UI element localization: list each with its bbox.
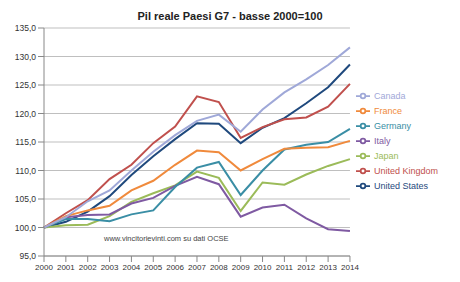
svg-text:2010: 2010 [254,263,272,272]
svg-text:2008: 2008 [210,263,228,272]
svg-text:110,0: 110,0 [15,166,36,176]
svg-text:2004: 2004 [123,263,141,272]
svg-text:2000: 2000 [35,263,53,272]
svg-text:2003: 2003 [101,263,119,272]
html-text:France: France [374,105,402,116]
html-text:Italy: Italy [374,135,391,146]
html-text:United States: United States [374,180,428,191]
svg-text:125,0: 125,0 [15,80,37,90]
svg-text:2012: 2012 [297,263,315,272]
html-text:Pil reale Paesi G7 - basse 200: Pil reale Paesi G7 - basse 2000=100 [137,10,323,22]
svg-text:115,0: 115,0 [15,137,36,147]
svg-text:2007: 2007 [188,263,206,272]
svg-text:135,0: 135,0 [15,23,37,33]
html-text:Germany: Germany [374,120,411,131]
svg-text:105,0: 105,0 [15,194,37,204]
svg-text:130,0: 130,0 [15,52,37,62]
svg-text:2006: 2006 [166,263,184,272]
svg-text:2014: 2014 [341,263,359,272]
svg-text:120,0: 120,0 [15,109,37,119]
html-text:United Kingdom: United Kingdom [374,165,438,176]
svg-text:2011: 2011 [276,263,294,272]
html-text:Canada: Canada [374,90,406,101]
svg-text:2013: 2013 [319,263,337,272]
svg-text:2005: 2005 [144,263,162,272]
html-text:Japan: Japan [374,150,399,161]
svg-text:2002: 2002 [79,263,97,272]
svg-text:2001: 2001 [57,263,75,272]
svg-text:100,0: 100,0 [15,223,37,233]
svg-text:2009: 2009 [232,263,250,272]
html-text:www.vincitorievinti.com su dat: www.vincitorievinti.com su dati OCSE [104,234,229,243]
svg-text:95,0: 95,0 [19,251,36,261]
